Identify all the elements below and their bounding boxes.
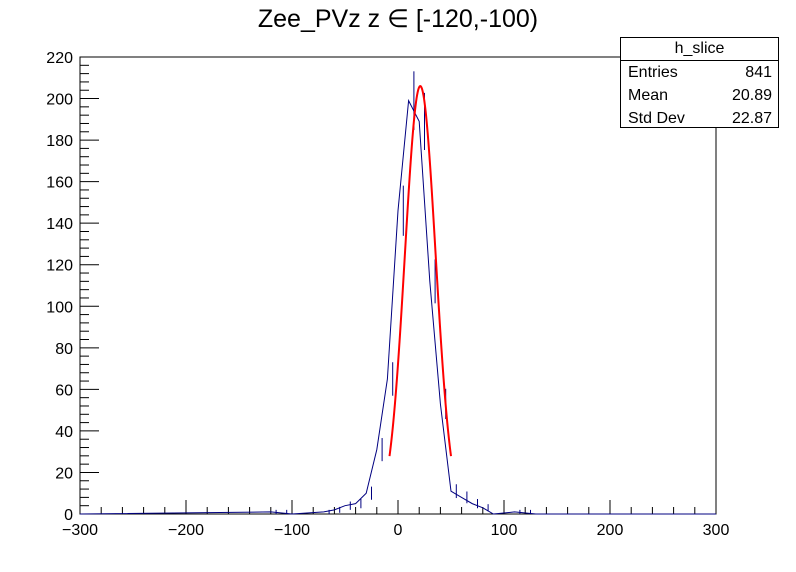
stats-value-stddev: 22.87 [731, 110, 772, 127]
gaussian-fit-curve [388, 84, 452, 457]
stats-row-entries: Entries 841 [621, 61, 778, 84]
histogram-outline [79, 98, 716, 515]
x-tick-label: −300 [62, 522, 98, 539]
x-tick-label: 100 [491, 522, 518, 539]
x-tick-label: −100 [274, 522, 310, 539]
y-tick-label: 120 [46, 258, 73, 275]
stats-box: h_slice Entries 841 Mean 20.89 Std Dev 2… [620, 37, 779, 128]
y-tick-label: 100 [46, 299, 73, 316]
stats-row-mean: Mean 20.89 [621, 84, 778, 107]
stats-value-mean: 20.89 [731, 87, 772, 104]
stats-box-title: h_slice [621, 38, 778, 61]
y-tick-label: 20 [55, 465, 73, 482]
x-tick-label: 0 [394, 522, 403, 539]
y-tick-label: 140 [46, 216, 73, 233]
y-tick-label: 0 [64, 507, 73, 524]
y-tick-label: 180 [46, 133, 73, 150]
stats-label-mean: Mean [628, 87, 669, 104]
stats-label-entries: Entries [628, 64, 678, 81]
y-tick-label: 220 [46, 50, 73, 67]
stats-row-stddev: Std Dev 22.87 [621, 107, 778, 130]
y-tick-label: 40 [55, 424, 73, 441]
y-tick-label: 80 [55, 341, 73, 358]
x-tick-label: 300 [703, 522, 730, 539]
stats-value-entries: 841 [745, 64, 772, 81]
y-tick-label: 60 [55, 382, 73, 399]
x-tick-label: 200 [597, 522, 624, 539]
chart-title: Zee_PVz z ∈ [-120,-100) [257, 5, 539, 33]
stats-label-stddev: Std Dev [628, 110, 685, 127]
y-tick-label: 200 [46, 92, 73, 109]
y-tick-label: 160 [46, 175, 73, 192]
x-tick-label: −200 [168, 522, 204, 539]
